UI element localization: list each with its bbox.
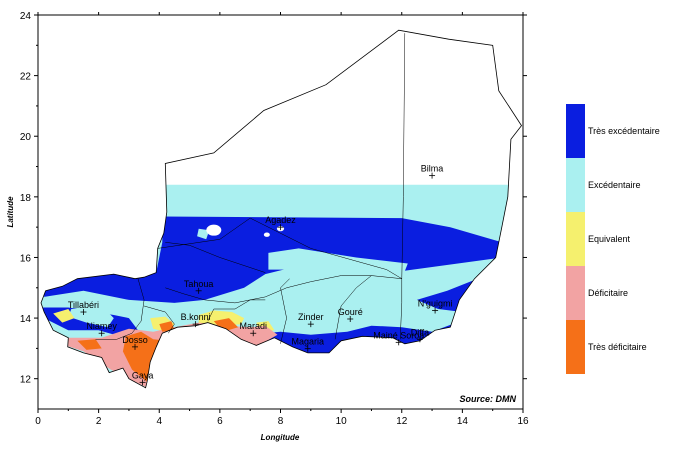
zone-tres-deficitaire-1 [122,331,169,382]
city-label: Zinder [298,312,324,322]
x-tick-label: 4 [156,416,162,427]
city-label: Niamey [86,321,117,331]
legend-swatch [566,104,585,158]
y-tick-label: 20 [20,132,32,143]
city-label: Diffa [411,327,429,337]
source-note: Source: DMN [459,394,516,404]
city-marker: Maradi [239,321,267,337]
city-marker: N'guigmi [418,299,453,314]
zone-white-spot-0 [206,224,222,236]
city-label: N'guigmi [418,299,453,309]
city-label: Dosso [122,335,148,345]
y-tick-label: 14 [20,314,32,325]
x-tick-label: 8 [278,416,284,427]
city-marker: Mainé Soroa [373,330,424,346]
legend-swatch [566,320,585,374]
zone-equivalent-3 [53,309,75,323]
city-label: Tillabéri [68,300,99,310]
region-boundary-7 [207,299,266,322]
y-tick-label: 16 [20,253,32,264]
city-label: Maradi [239,321,267,331]
legend-label: Très déficitaire [588,342,647,352]
zone-tres-deficitaire-2 [77,339,102,350]
city-marker: Gouré [338,307,363,322]
city-label: Agadez [265,215,296,225]
city-marker: Agadez [265,215,296,231]
city-markers: Bilma Agadez Tahoua Tillabéri Niamey B.konni M… [68,164,453,386]
zone-excedentaire-pocket-1 [268,248,408,279]
legend-swatch [566,212,585,266]
zone-excedentaire-pocket-2 [197,228,210,240]
city-marker: Niamey [86,321,117,337]
zone-excedentaire-west [68,309,114,328]
city-marker: Tillabéri [68,300,99,316]
x-tick-label: 12 [396,416,408,427]
region-boundary-0 [157,217,402,279]
city-label: Magaria [292,337,325,347]
legend-label: Equivalent [588,234,631,244]
legend-label: Très excédentaire [588,126,660,136]
x-tick-label: 2 [96,416,102,427]
x-axis-title: Longitude [261,433,300,442]
city-marker: Bilma [421,164,444,179]
city-marker: B.konni [181,312,211,328]
x-tick-label: 6 [217,416,223,427]
city-label: Gaya [132,370,154,380]
city-label: Gouré [338,307,363,317]
y-tick-label: 24 [20,11,32,22]
city-marker: Magaria [292,337,325,352]
x-axis-ticks: 0 2 4 6 8 10 12 14 16 [35,12,529,427]
legend-swatch [566,266,585,320]
x-tick-label: 0 [35,416,41,427]
city-marker: Gaya [132,370,154,386]
region-boundaries [95,33,406,344]
city-marker: Tahoua [184,279,214,294]
region-boundary-4 [280,278,290,344]
legend: Très excédentaire Excédentaire Equivalent D… [566,104,660,374]
city-label: Bilma [421,164,444,174]
zone-white-spot-2 [263,232,270,237]
y-axis-ticks: 12 14 16 18 20 22 24 [20,11,527,386]
region-boundary-8 [334,275,372,340]
zone-tres-deficitaire-3 [213,318,239,332]
city-marker: Dosso [122,335,148,350]
region-boundary-1 [165,242,266,273]
x-tick-label: 10 [336,416,348,427]
region-boundary-3 [399,33,406,340]
y-tick-label: 12 [20,375,32,386]
y-tick-label: 18 [20,193,32,204]
city-marker: Diffa [411,327,429,343]
legend-swatch [566,158,585,212]
region-boundary-6 [144,305,175,334]
legend-label: Excédentaire [588,180,641,190]
y-axis-title: Latitude [6,196,15,228]
city-label: B.konni [181,312,211,322]
region-boundary-2 [165,275,402,304]
region-boundary-5 [95,278,145,340]
y-tick-label: 22 [20,72,32,83]
city-label: Tahoua [184,279,214,289]
city-label: Mainé Soroa [373,330,424,340]
zone-tres-deficitaire-4 [159,321,175,332]
city-marker: Zinder [298,312,324,328]
legend-label: Déficitaire [588,288,628,298]
x-tick-label: 14 [457,416,469,427]
x-tick-label: 16 [517,416,529,427]
